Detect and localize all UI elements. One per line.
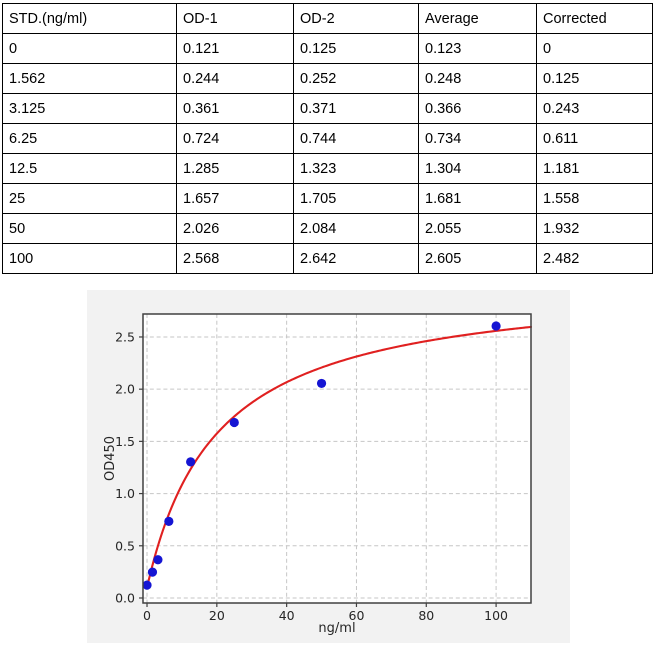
- table-cell: 1.304: [418, 153, 537, 184]
- x-tick-label: 100: [484, 608, 508, 623]
- table-cell: 0.744: [293, 123, 419, 154]
- table-cell: 50: [2, 213, 177, 244]
- table-cell: 2.605: [418, 243, 537, 274]
- table-row: 50 2.026 2.084 2.055 1.932: [2, 213, 653, 244]
- table-row: 3.125 0.361 0.371 0.366 0.243: [2, 93, 653, 124]
- table-row: 1.562 0.244 0.252 0.248 0.125: [2, 63, 653, 94]
- table-cell: 12.5: [2, 153, 177, 184]
- table-cell: 0.123: [418, 33, 537, 64]
- y-tick-label: 2.0: [115, 382, 135, 397]
- table-cell: 0.252: [293, 63, 419, 94]
- data-point: [316, 378, 327, 389]
- table-cell: 6.25: [2, 123, 177, 154]
- data-point: [153, 555, 163, 565]
- table-cell: 1.657: [176, 183, 294, 214]
- table-cell: 2.642: [293, 243, 419, 274]
- table-cell: 0.243: [536, 93, 653, 124]
- data-point: [147, 567, 158, 577]
- table-cell: 25: [2, 183, 177, 214]
- table-row: 0 0.121 0.125 0.123 0: [2, 33, 653, 64]
- col-header-od2: OD-2: [293, 3, 419, 34]
- x-tick-label: 80: [418, 608, 434, 623]
- y-tick-label: 1.0: [115, 486, 135, 501]
- data-point: [186, 457, 196, 467]
- data-point: [142, 580, 152, 590]
- table-cell: 0.371: [293, 93, 419, 124]
- standard-curve-figure: 0 20 40 60 80 100 0.0 0.5 1.0 1.5 2.0 2.5 ng/ml OD450: [87, 290, 570, 643]
- table-cell: 0.611: [536, 123, 653, 154]
- table-cell: 1.285: [176, 153, 294, 184]
- table-cell: 2.026: [176, 213, 294, 244]
- table-cell: 1.562: [2, 63, 177, 94]
- data-point: [164, 516, 174, 526]
- x-tick-label: 40: [279, 608, 295, 623]
- table-cell: 1.705: [293, 183, 419, 214]
- table-cell: 1.681: [418, 183, 537, 214]
- col-header-average: Average: [418, 3, 537, 34]
- table-cell: 0.724: [176, 123, 294, 154]
- col-header-od1: OD-1: [176, 3, 294, 34]
- standards-table-body: 0 0.121 0.125 0.123 0 1.562 0.244 0.252 0.248 0.1…: [2, 33, 653, 274]
- table-row: 12.5 1.285 1.323 1.304 1.181: [2, 153, 653, 184]
- table-cell: 0: [2, 33, 177, 64]
- table-row: 100 2.568 2.642 2.605 2.482: [2, 243, 653, 274]
- data-point: [229, 417, 239, 428]
- y-tick-label: 0.0: [115, 590, 135, 605]
- y-tick-label: 0.5: [115, 538, 135, 553]
- table-cell: 0.125: [536, 63, 653, 94]
- table-cell: 2.482: [536, 243, 653, 274]
- table-row: 25 1.657 1.705 1.681 1.558: [2, 183, 653, 214]
- plot-frame: [142, 313, 532, 604]
- table-cell: 1.932: [536, 213, 653, 244]
- x-tick-label: 60: [349, 608, 365, 623]
- x-tick-label: 20: [209, 608, 225, 623]
- table-cell: 0.366: [418, 93, 537, 124]
- standard-curve-chart: 0 20 40 60 80 100 0.0 0.5 1.0 1.5 2.0 2.5 ng/ml OD450: [103, 313, 533, 636]
- y-axis-label: OD450: [103, 436, 118, 481]
- table-cell: 0.361: [176, 93, 294, 124]
- fit-curve: [145, 325, 533, 589]
- y-tick-label: 2.5: [115, 329, 135, 344]
- table-cell: 0: [536, 33, 653, 64]
- table-cell: 1.558: [536, 183, 653, 214]
- table-cell: 100: [2, 243, 177, 274]
- x-axis-label: ng/ml: [318, 621, 355, 636]
- table-cell: 1.323: [293, 153, 419, 184]
- y-tick-label: 1.5: [115, 434, 135, 449]
- table-cell: 2.055: [418, 213, 537, 244]
- data-point: [491, 321, 501, 331]
- table-cell: 0.734: [418, 123, 537, 154]
- table-cell: 2.084: [293, 213, 419, 244]
- x-tick-label: 0: [143, 608, 151, 623]
- table-cell: 0.125: [293, 33, 419, 64]
- table-cell: 1.181: [536, 153, 653, 184]
- table-cell: 0.248: [418, 63, 537, 94]
- plot-area: [143, 314, 531, 603]
- table-cell: 0.244: [176, 63, 294, 94]
- standards-table: STD.(ng/ml) OD-1 OD-2 Average Corrected …: [2, 3, 653, 274]
- col-header-std: STD.(ng/ml): [2, 3, 177, 34]
- table-cell: 2.568: [176, 243, 294, 274]
- table-cell: 3.125: [2, 93, 177, 124]
- table-cell: 0.121: [176, 33, 294, 64]
- table-row: 6.25 0.724 0.744 0.734 0.611: [2, 123, 653, 154]
- col-header-corrected: Corrected: [536, 3, 653, 34]
- table-header-row: STD.(ng/ml) OD-1 OD-2 Average Corrected: [2, 3, 653, 34]
